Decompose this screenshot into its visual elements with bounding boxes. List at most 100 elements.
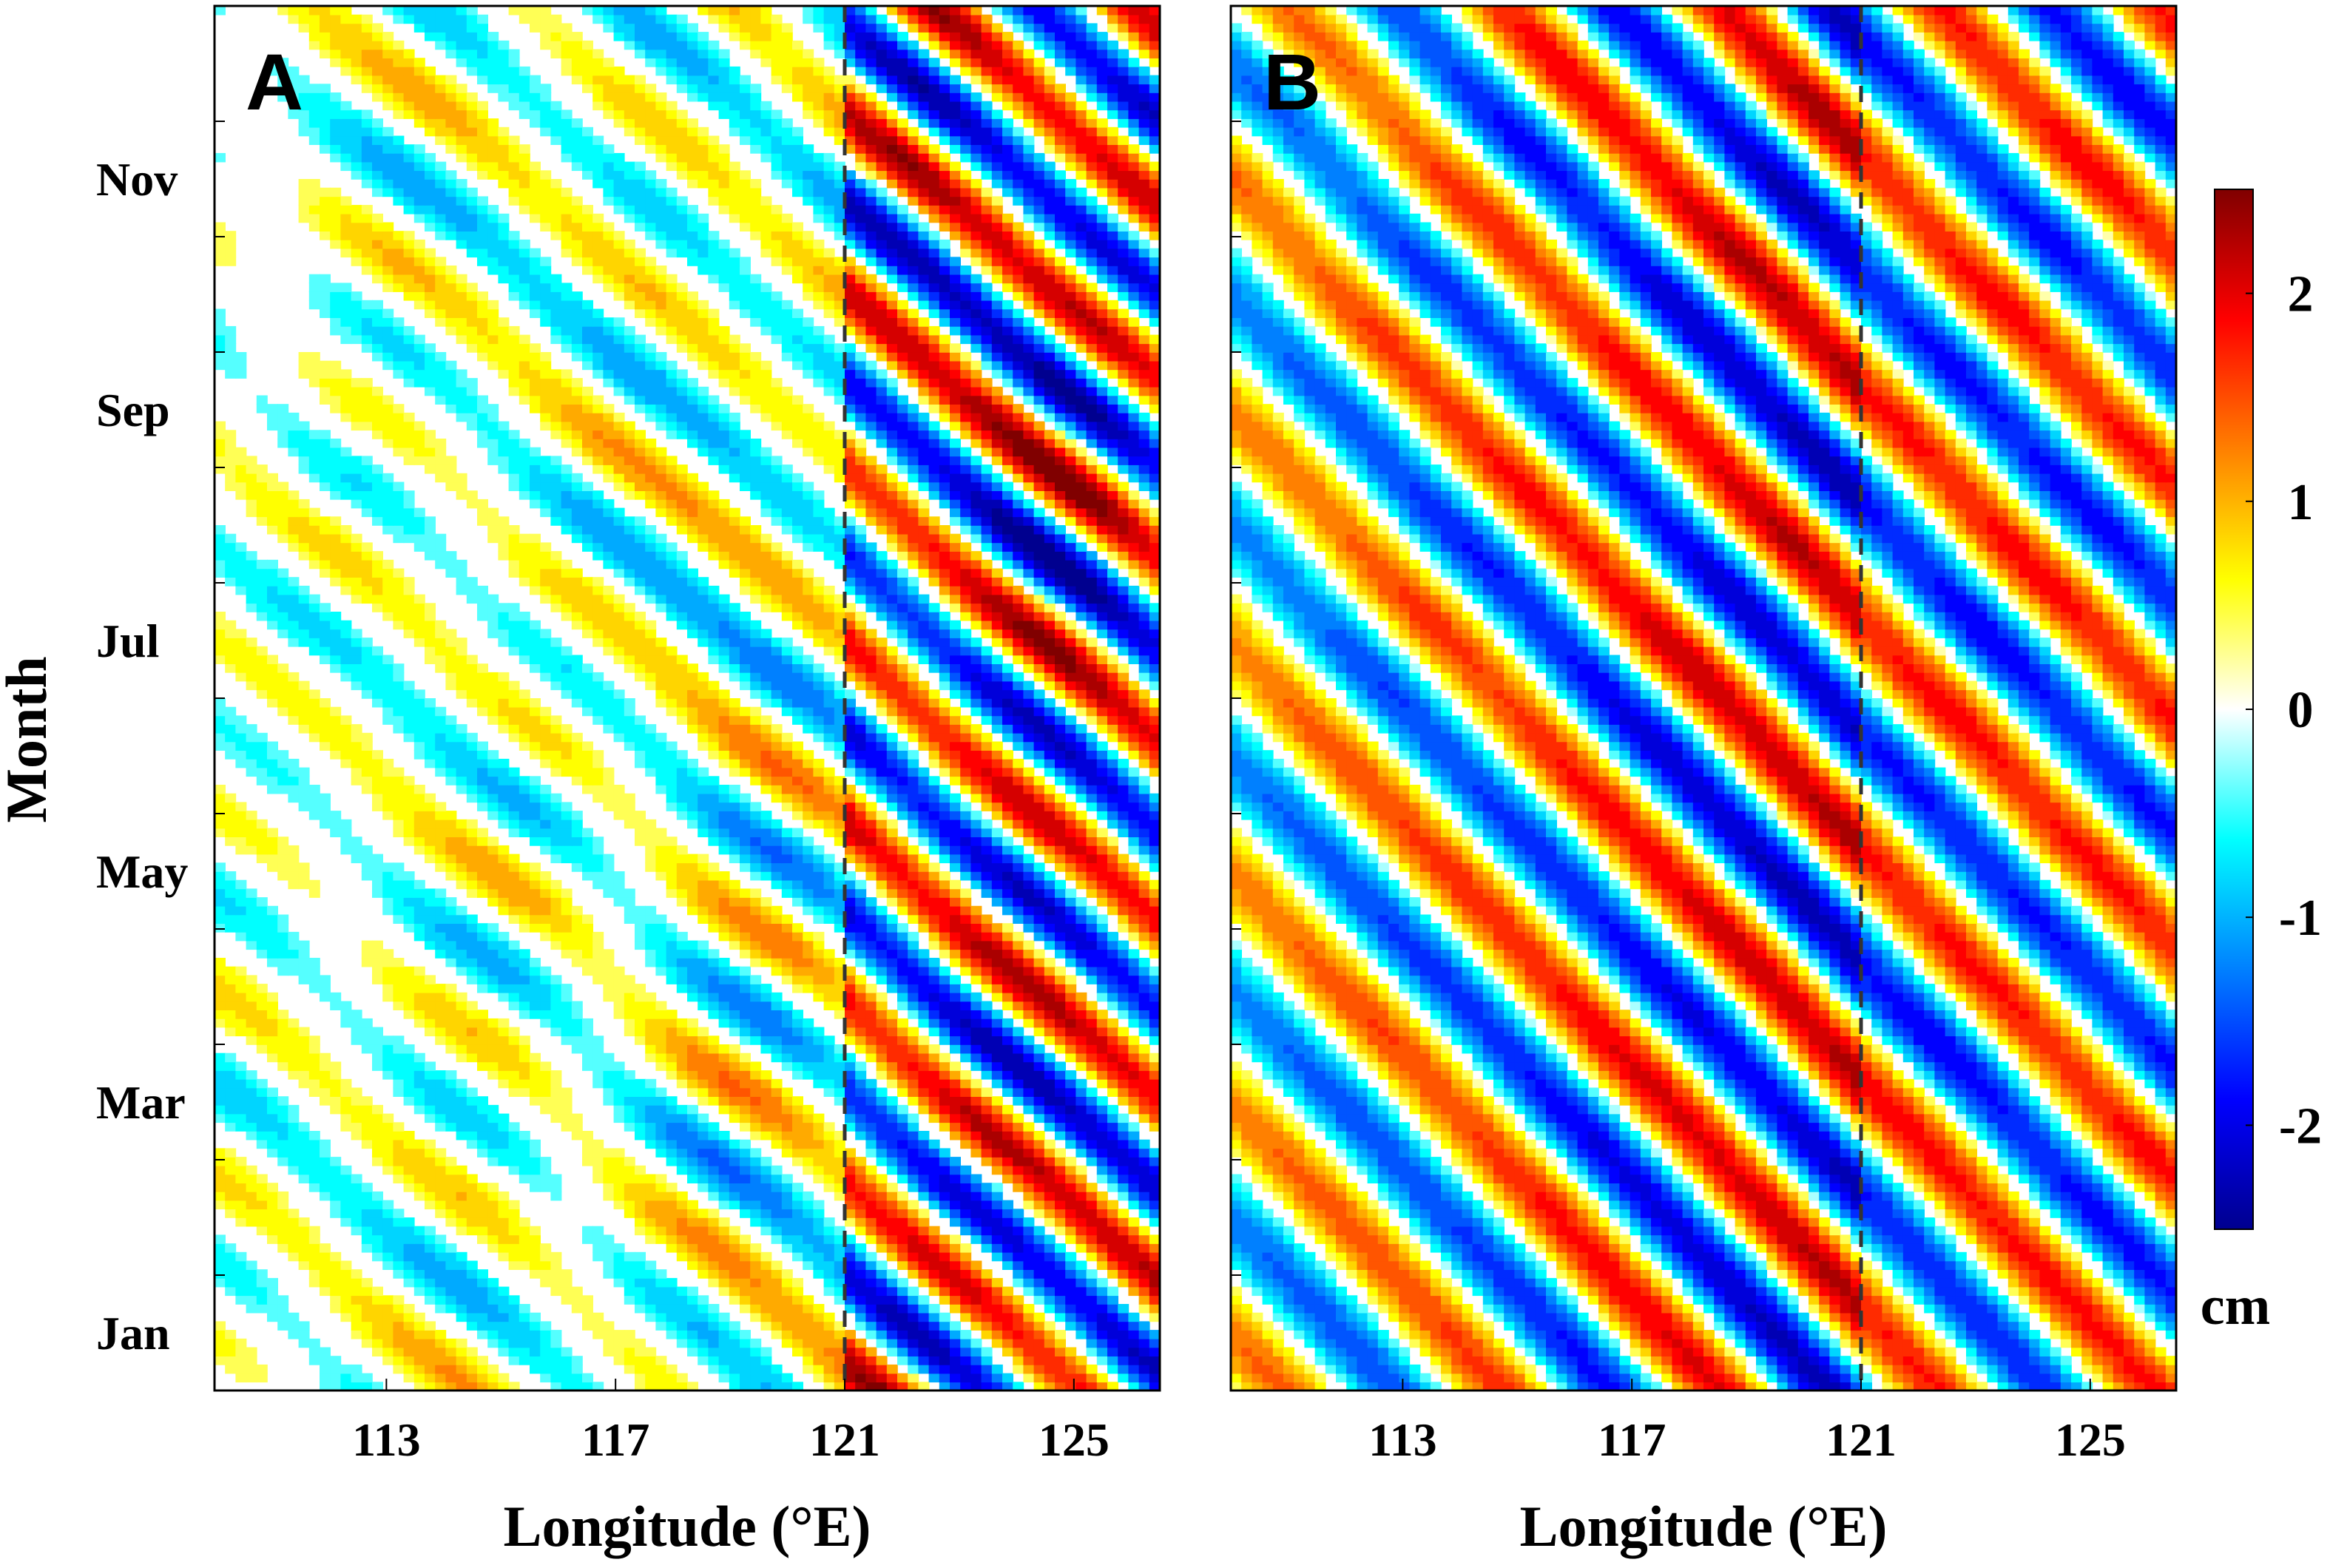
heatmap-a-cell <box>445 914 457 924</box>
heatmap-a-cell <box>550 1113 562 1123</box>
heatmap-a-cell <box>950 1234 961 1244</box>
heatmap-a-cell <box>635 931 646 942</box>
heatmap-a-cell <box>771 1234 783 1244</box>
heatmap-a-cell <box>970 958 982 967</box>
heatmap-a-cell <box>876 1260 888 1270</box>
heatmap-a-cell <box>425 750 436 760</box>
heatmap-a-cell <box>991 793 1003 803</box>
heatmap-a-cell <box>603 879 615 890</box>
heatmap-a-cell <box>676 1078 688 1089</box>
heatmap-a-cell <box>960 811 972 820</box>
heatmap-a-cell <box>456 949 467 959</box>
heatmap-a-cell <box>361 1330 373 1339</box>
heatmap-a-cell <box>1055 1277 1066 1288</box>
heatmap-a-cell <box>487 1295 499 1305</box>
heatmap-a-cell <box>991 811 1003 820</box>
heatmap-a-cell <box>330 1364 342 1374</box>
heatmap-a-cell <box>246 1001 257 1010</box>
heatmap-a-cell <box>498 888 510 898</box>
heatmap-a-cell <box>655 1217 667 1227</box>
heatmap-a-cell <box>582 1382 593 1390</box>
heatmap-a-cell <box>403 785 415 794</box>
heatmap-a-cell <box>382 1338 394 1348</box>
heatmap-a-cell <box>246 1364 257 1374</box>
heatmap-a-cell <box>1107 1104 1118 1115</box>
heatmap-a-cell <box>550 1191 562 1201</box>
heatmap-a-cell <box>372 888 383 898</box>
heatmap-a-cell <box>456 1286 467 1297</box>
heatmap-a-cell <box>1013 966 1024 976</box>
heatmap-a-cell <box>908 854 919 864</box>
heatmap-a-cell <box>530 905 541 916</box>
heatmap-a-cell <box>340 758 352 768</box>
heatmap-a-cell <box>1086 1243 1098 1253</box>
heatmap-a-cell <box>624 741 635 751</box>
heatmap-a-cell <box>635 1122 646 1132</box>
heatmap-a-cell <box>466 758 478 768</box>
heatmap-a-cell <box>487 1234 499 1244</box>
heatmap-a-cell <box>845 802 856 811</box>
heatmap-a-cell <box>1055 940 1066 950</box>
heatmap-a-cell <box>981 1052 993 1063</box>
heatmap-a-cell <box>991 837 1003 846</box>
heatmap-a-cell <box>445 1122 457 1132</box>
heatmap-a-cell <box>655 1035 667 1045</box>
heatmap-a-cell <box>1149 1191 1160 1201</box>
heatmap-a-cell <box>771 1269 783 1279</box>
heatmap-a-cell <box>256 931 268 942</box>
heatmap-a-cell <box>561 811 573 820</box>
heatmap-a-cell <box>981 984 993 993</box>
heatmap-a-cell <box>970 1217 982 1227</box>
heatmap-a-cell <box>1107 871 1118 881</box>
heatmap-a-cell <box>592 1165 604 1175</box>
heatmap-a-cell <box>340 828 352 837</box>
heatmap-a-cell <box>592 975 604 984</box>
heatmap-a-cell <box>928 879 940 890</box>
heatmap-a-cell <box>382 1139 394 1149</box>
heatmap-a-cell <box>1138 975 1150 984</box>
heatmap-a-cell <box>456 1027 467 1037</box>
heatmap-a-cell <box>413 1277 425 1288</box>
heatmap-a-cell <box>624 811 635 820</box>
heatmap-a-cell <box>1096 1044 1108 1054</box>
heatmap-a-cell <box>729 811 740 820</box>
heatmap-a-cell <box>477 1183 488 1192</box>
heatmap-a-cell <box>519 975 530 984</box>
heatmap-a-cell <box>288 1061 300 1071</box>
heatmap-a-cell <box>1044 1148 1056 1158</box>
heatmap-a-cell <box>823 949 835 959</box>
heatmap-a-cell <box>876 879 888 890</box>
heatmap-a-cell <box>645 854 657 864</box>
heatmap-a-cell <box>372 871 383 881</box>
heatmap-a-cell <box>425 1165 436 1175</box>
heatmap-a-cell <box>361 1312 373 1322</box>
heatmap-a-cell <box>855 1070 867 1080</box>
heatmap-a-cell <box>351 1027 362 1037</box>
heatmap-a-cell <box>456 758 467 768</box>
heatmap-a-cell <box>1065 837 1077 846</box>
heatmap-a-cell <box>320 1269 331 1279</box>
heatmap-a-cell <box>235 923 247 933</box>
heatmap-a-cell <box>781 871 793 881</box>
heatmap-a-cell <box>1118 767 1129 777</box>
heatmap-a-cell <box>393 1122 405 1132</box>
heatmap-a-cell <box>823 854 835 864</box>
heatmap-a-cell <box>771 1010 783 1019</box>
heatmap-a-cell <box>1055 1165 1066 1175</box>
heatmap-a-cell <box>1149 1200 1160 1210</box>
heatmap-a-cell <box>645 1226 657 1236</box>
heatmap-a-cell <box>508 1347 520 1356</box>
heatmap-a-cell <box>571 923 583 933</box>
heatmap-a-cell <box>803 1061 814 1071</box>
heatmap-a-cell <box>729 1286 740 1297</box>
heatmap-a-cell <box>308 1087 320 1097</box>
heatmap-a-cell <box>215 905 226 916</box>
heatmap-a-cell <box>1138 923 1150 933</box>
heatmap-a-cell <box>298 767 310 777</box>
heatmap-a-cell <box>750 837 762 846</box>
heatmap-a-cell <box>403 1260 415 1270</box>
heatmap-a-cell <box>960 1243 972 1253</box>
heatmap-a-cell <box>1107 1174 1118 1183</box>
heatmap-a-cell <box>393 1260 405 1270</box>
heatmap-a-cell <box>760 1226 772 1236</box>
